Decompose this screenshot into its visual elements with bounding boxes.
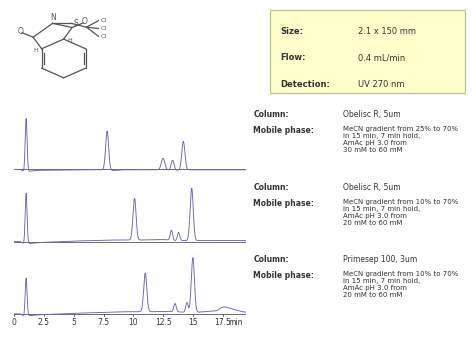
Text: Column:: Column:: [254, 110, 289, 119]
Text: H: H: [67, 38, 72, 43]
Text: 15: 15: [188, 318, 198, 327]
FancyBboxPatch shape: [270, 10, 465, 93]
Text: O: O: [18, 27, 23, 36]
Text: 2.5: 2.5: [38, 318, 50, 327]
Text: 7.5: 7.5: [98, 318, 109, 327]
Text: Flow:: Flow:: [280, 53, 305, 62]
Text: Detection:: Detection:: [280, 80, 330, 89]
Text: Obelisc R, 5um: Obelisc R, 5um: [343, 110, 401, 119]
Text: O: O: [82, 17, 88, 26]
Text: 17.5: 17.5: [214, 318, 231, 327]
Text: Mobile phase:: Mobile phase:: [254, 126, 314, 135]
Text: Mobile phase:: Mobile phase:: [254, 198, 314, 207]
Text: min: min: [228, 318, 243, 327]
Text: Cl: Cl: [101, 26, 107, 31]
Text: 5: 5: [71, 318, 76, 327]
Text: Cl: Cl: [101, 18, 107, 23]
Text: 0.4 mL/min: 0.4 mL/min: [357, 53, 405, 62]
Text: Obelisc R, 5um: Obelisc R, 5um: [343, 183, 401, 192]
Text: Primesep 100, 3um: Primesep 100, 3um: [343, 255, 417, 264]
Text: H: H: [34, 47, 38, 53]
Text: 2.1 x 150 mm: 2.1 x 150 mm: [357, 27, 416, 36]
Text: S: S: [74, 19, 79, 28]
Text: Mobile phase:: Mobile phase:: [254, 271, 314, 280]
Text: Size:: Size:: [280, 27, 303, 36]
Text: MeCN gradient from 25% to 70%
in 15 min, 7 min hold,
AmAc pH 3.0 from
30 mM to 6: MeCN gradient from 25% to 70% in 15 min,…: [343, 126, 458, 153]
Text: MeCN gradient from 10% to 70%
in 15 min, 7 min hold,
AmAc pH 3.0 from
20 mM to 6: MeCN gradient from 10% to 70% in 15 min,…: [343, 198, 458, 226]
Text: 0: 0: [12, 318, 17, 327]
Text: Column:: Column:: [254, 255, 289, 264]
Text: N: N: [50, 13, 55, 22]
Text: 12.5: 12.5: [155, 318, 172, 327]
Text: UV 270 nm: UV 270 nm: [357, 80, 404, 89]
Text: MeCN gradient from 10% to 70%
in 15 min, 7 min hold,
AmAc pH 3.0 from
20 mM to 6: MeCN gradient from 10% to 70% in 15 min,…: [343, 271, 458, 298]
Text: Column:: Column:: [254, 183, 289, 192]
Text: 10: 10: [128, 318, 138, 327]
Text: Cl: Cl: [101, 34, 107, 39]
